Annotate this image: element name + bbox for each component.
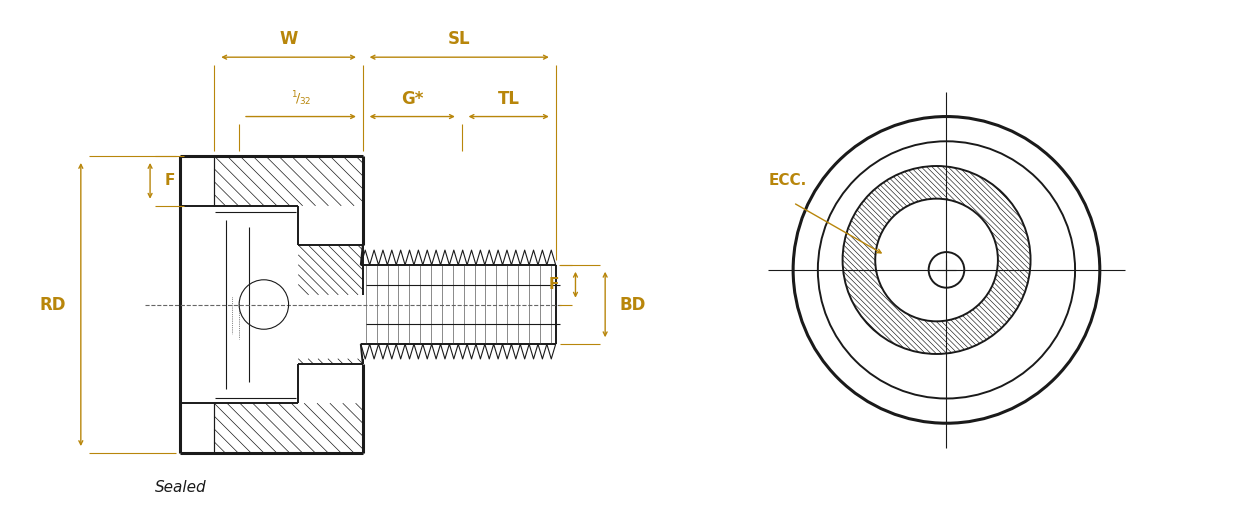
Text: G*: G* [401, 90, 424, 108]
Text: $^1\!/_{32}$: $^1\!/_{32}$ [291, 89, 311, 108]
Text: BD: BD [620, 295, 646, 313]
Text: ECC.: ECC. [769, 173, 808, 188]
Text: Sealed: Sealed [155, 480, 207, 495]
Text: SL: SL [449, 31, 471, 48]
Text: F: F [165, 173, 175, 188]
Text: W: W [279, 31, 297, 48]
Text: F: F [549, 277, 559, 292]
Text: RD: RD [40, 295, 67, 313]
Text: TL: TL [498, 90, 519, 108]
